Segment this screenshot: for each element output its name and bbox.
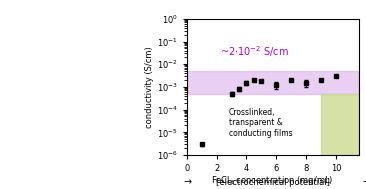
Text: ~2$\cdot$10$^{-2}$ S/cm: ~2$\cdot$10$^{-2}$ S/cm [220, 45, 288, 60]
Text: →: → [362, 177, 366, 187]
Bar [187, 71, 359, 94]
Text: [electrochemical potential]: [electrochemical potential] [216, 178, 330, 187]
Text: →: → [183, 177, 191, 187]
Bar [321, 94, 359, 155]
Y-axis label: conductivity (S/cm): conductivity (S/cm) [145, 46, 154, 128]
X-axis label: FeCl$_3$ concentration (mg/mL): FeCl$_3$ concentration (mg/mL) [212, 174, 334, 187]
Text: Crosslinked,
transparent &
conducting films: Crosslinked, transparent & conducting fi… [228, 108, 292, 138]
